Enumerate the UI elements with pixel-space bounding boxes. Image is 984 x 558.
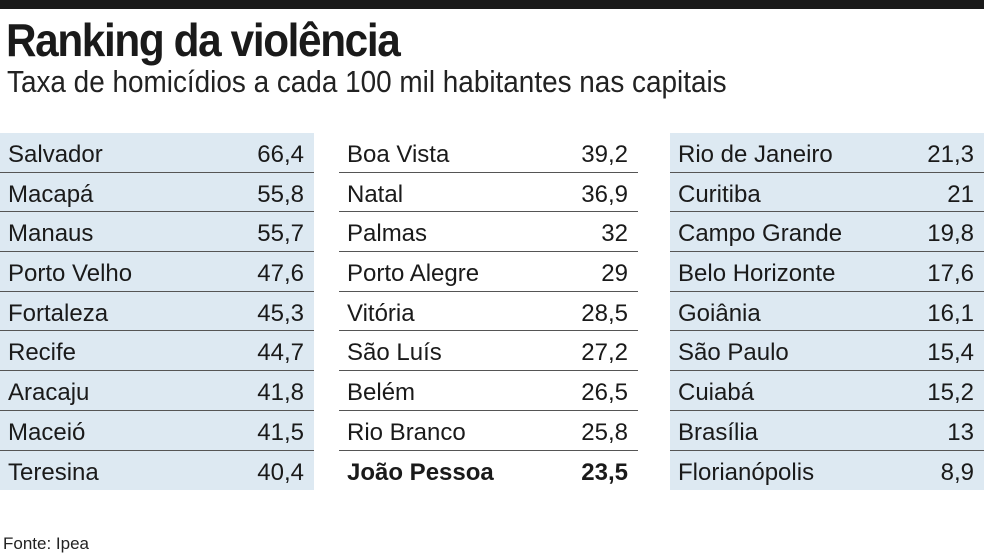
table-row: Boa Vista 39,2 xyxy=(339,133,638,173)
homicide-rate-value: 17,6 xyxy=(927,260,974,288)
source-note: Fonte: Ipea xyxy=(3,534,90,553)
city-name: Teresina xyxy=(8,458,99,486)
city-name: Natal xyxy=(347,180,404,208)
city-name: Cuiabá xyxy=(678,379,755,407)
homicide-rate-value: 55,7 xyxy=(257,220,304,248)
homicide-rate-value: 40,4 xyxy=(257,458,304,486)
table-row: Maceió 41,5 xyxy=(0,411,314,451)
homicide-rate-value: 66,4 xyxy=(257,141,304,168)
city-name: Belo Horizonte xyxy=(678,260,836,288)
homicide-rate-value: 55,8 xyxy=(257,180,304,208)
city-name: São Luís xyxy=(347,339,442,367)
city-name: Brasília xyxy=(678,418,759,446)
city-name: Recife xyxy=(8,339,77,367)
homicide-rate-value: 44,7 xyxy=(257,339,304,367)
table-row: Rio de Janeiro 21,3 xyxy=(670,133,984,173)
homicide-rate-value: 27,2 xyxy=(581,339,628,367)
city-name: Palmas xyxy=(347,220,428,248)
city-name: Curitiba xyxy=(678,180,761,208)
table-row: Curitiba 21 xyxy=(670,173,984,213)
city-name: Manaus xyxy=(8,220,94,248)
table-row: Fortaleza 45,3 xyxy=(0,292,314,332)
chart-subtitle: Taxa de homicídios a cada 100 mil habita… xyxy=(7,64,727,99)
city-name: Rio de Janeiro xyxy=(678,141,833,168)
table-row: Recife 44,7 xyxy=(0,331,314,372)
table-row: Natal 36,9 xyxy=(339,173,638,213)
homicide-rate-value: 39,2 xyxy=(581,141,628,168)
table-row: Manaus 55,7 xyxy=(0,212,314,253)
table-row: São Luís 27,2 xyxy=(339,331,638,372)
city-name: Belém xyxy=(347,379,416,407)
homicide-rate-value: 21,3 xyxy=(927,141,974,168)
city-name: Macapá xyxy=(8,180,94,208)
city-name: Porto Alegre xyxy=(347,260,480,288)
table-row: Aracaju 41,8 xyxy=(0,371,314,411)
city-name: Porto Velho xyxy=(8,260,133,288)
table-row: Goiânia 16,1 xyxy=(670,292,984,332)
homicide-rate-value: 41,8 xyxy=(257,379,304,407)
table-row: Vitória 28,5 xyxy=(339,292,638,332)
ranking-column-1: Salvador 66,4 Macapá 55,8 Manaus 55,7 Porto Ve… xyxy=(0,133,314,491)
city-name: Fortaleza xyxy=(8,299,109,327)
table-row: Porto Velho 47,6 xyxy=(0,252,314,292)
table-row: Porto Alegre 29 xyxy=(339,252,638,292)
city-name: Goiânia xyxy=(678,299,761,327)
city-name: Rio Branco xyxy=(347,418,466,446)
homicide-rate-value: 23,5 xyxy=(581,458,628,486)
city-name: São Paulo xyxy=(678,339,789,367)
homicide-rate-value: 41,5 xyxy=(257,418,304,446)
homicide-rate-value: 32 xyxy=(601,220,628,248)
table-row: Campo Grande 19,8 xyxy=(670,212,984,253)
homicide-rate-value: 19,8 xyxy=(927,220,974,248)
city-name: Florianópolis xyxy=(678,458,815,486)
table-row: Cuiabá 15,2 xyxy=(670,371,984,411)
homicide-rate-value: 45,3 xyxy=(257,299,304,327)
table-row: Salvador 66,4 xyxy=(0,133,314,173)
homicide-rate-value: 21 xyxy=(947,180,974,208)
ranking-column-3: Rio de Janeiro 21,3 Curitiba 21 Campo Grande… xyxy=(670,133,984,491)
homicide-rate-value: 25,8 xyxy=(581,418,628,446)
table-row: Florianópolis 8,9 xyxy=(670,451,984,491)
city-name: Salvador xyxy=(8,141,103,168)
table-row: Palmas 32 xyxy=(339,212,638,253)
city-name: Vitória xyxy=(347,299,415,327)
homicide-rate-value: 36,9 xyxy=(581,180,628,208)
homicide-rate-value: 28,5 xyxy=(581,299,628,327)
homicide-rate-value: 13 xyxy=(947,418,974,446)
city-name: Boa Vista xyxy=(347,141,450,168)
table-row: Brasília 13 xyxy=(670,411,984,451)
table-row: Belo Horizonte 17,6 xyxy=(670,252,984,292)
homicide-rate-value: 16,1 xyxy=(927,299,974,327)
homicide-rate-value: 15,2 xyxy=(927,379,974,407)
homicide-rate-value: 47,6 xyxy=(257,260,304,288)
homicide-rate-value: 15,4 xyxy=(927,339,974,367)
table-row: Teresina 40,4 xyxy=(0,451,314,491)
city-name: João Pessoa xyxy=(347,458,494,486)
city-name: Campo Grande xyxy=(678,220,843,248)
homicide-rate-value: 8,9 xyxy=(940,458,974,486)
city-name: Maceió xyxy=(8,418,86,446)
city-name: Aracaju xyxy=(8,379,90,407)
table-row: São Paulo 15,4 xyxy=(670,331,984,372)
ranking-column-2: Boa Vista 39,2 Natal 36,9 Palmas 32 Porto Aleg… xyxy=(339,133,638,490)
homicide-rate-value: 26,5 xyxy=(581,379,628,407)
table-row: Rio Branco 25,8 xyxy=(339,411,638,451)
table-row: Belém 26,5 xyxy=(339,371,638,411)
table-row: João Pessoa 23,5 xyxy=(339,451,638,491)
table-row: Macapá 55,8 xyxy=(0,173,314,213)
top-rule xyxy=(0,0,984,9)
chart-title: Ranking da violência xyxy=(6,14,401,66)
homicide-rate-value: 29 xyxy=(601,260,628,288)
